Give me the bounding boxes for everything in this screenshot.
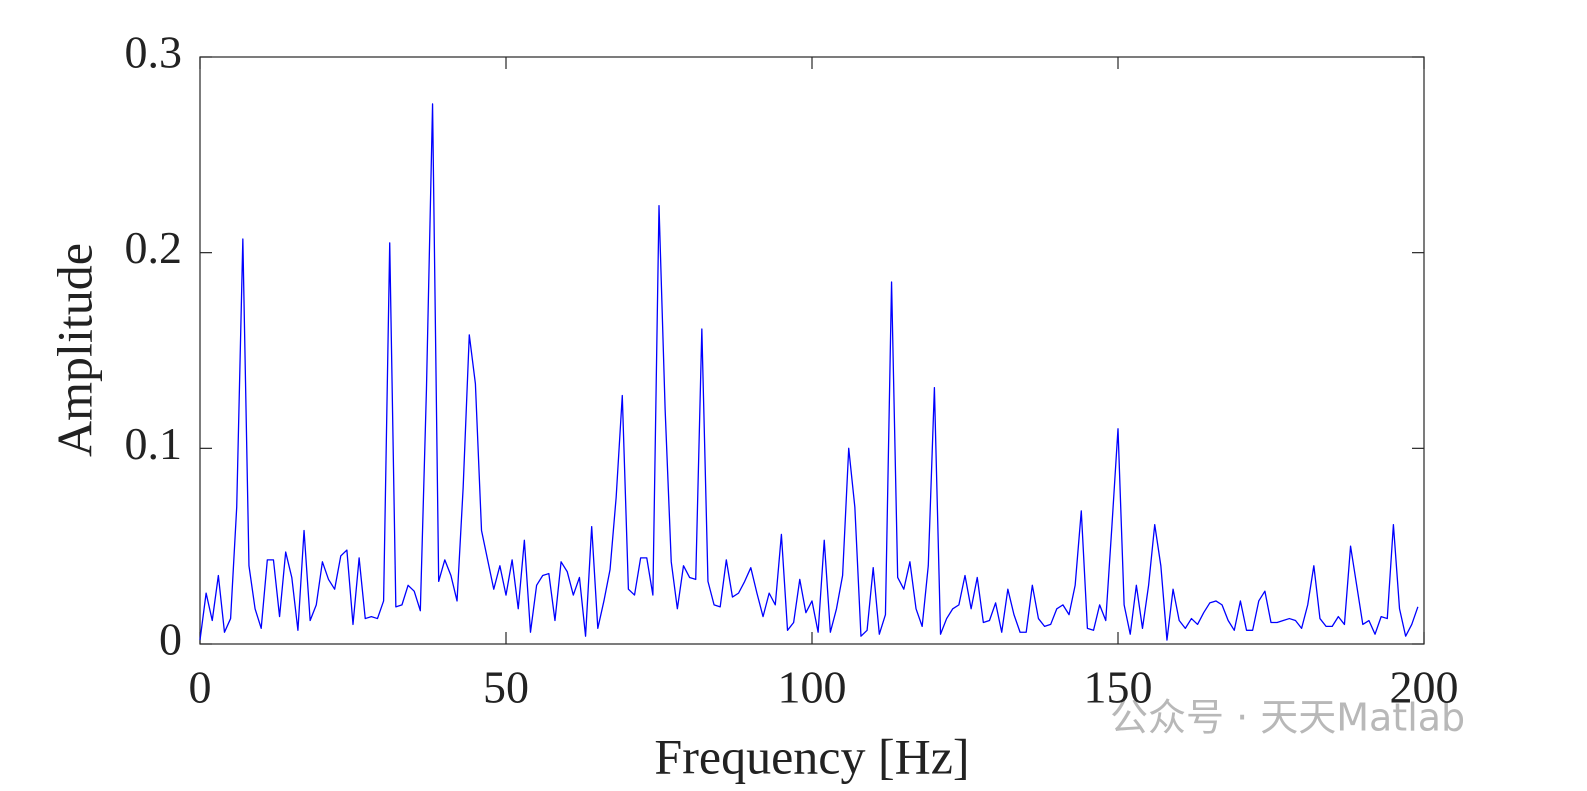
y-tick-label: 0.1 bbox=[125, 418, 183, 469]
y-tick-label: 0.3 bbox=[125, 27, 183, 78]
x-tick-label: 0 bbox=[189, 662, 212, 713]
x-tick-label: 150 bbox=[1084, 662, 1153, 713]
axes-box bbox=[199, 56, 1425, 645]
x-axis-label: Frequency [Hz] bbox=[654, 728, 969, 784]
data-line bbox=[199, 103, 1419, 641]
y-tick-label: 0 bbox=[159, 614, 182, 665]
x-tick-label: 100 bbox=[778, 662, 847, 713]
x-tick-label: 50 bbox=[483, 662, 529, 713]
x-tick-label: 200 bbox=[1390, 662, 1459, 713]
watermark: 公众号 · 天天Matlab bbox=[1110, 696, 1465, 740]
y-tick-label: 0.2 bbox=[125, 222, 183, 273]
y-axis-label: Amplitude bbox=[46, 243, 102, 457]
